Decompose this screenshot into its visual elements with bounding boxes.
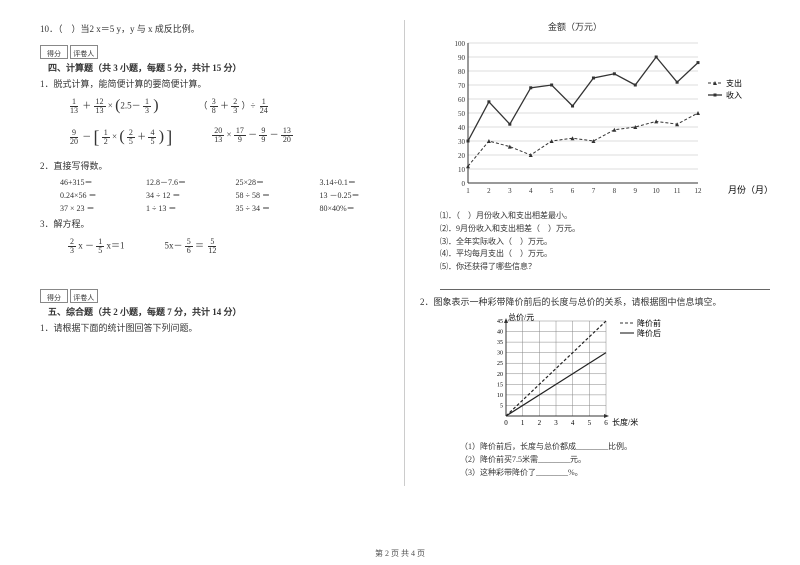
expr-b: （ 38 ＋ 23 ）÷ 124 <box>199 98 270 115</box>
svg-text:20: 20 <box>497 372 503 378</box>
svg-text:70: 70 <box>458 82 466 90</box>
svg-text:1: 1 <box>521 419 525 427</box>
svg-text:20: 20 <box>458 152 466 160</box>
svg-text:80: 80 <box>458 68 466 76</box>
svg-text:1: 1 <box>466 187 470 195</box>
q1-item: ⑶．全年实际收入（ ）万元。 <box>440 236 770 249</box>
calc-cell: 58 ÷ 58 ＝ <box>236 190 300 201</box>
svg-text:5: 5 <box>550 187 554 195</box>
svg-text:30: 30 <box>458 138 466 146</box>
svg-text:40: 40 <box>458 124 466 132</box>
q1-item: ⑷．平均每月支出（ ）万元。 <box>440 248 770 261</box>
calc-cell: 25×28＝ <box>236 177 300 188</box>
svg-text:50: 50 <box>458 110 466 118</box>
svg-text:降价后: 降价后 <box>637 328 661 338</box>
svg-text:月份（月）: 月份（月） <box>728 184 770 195</box>
q4-3-stem: 3．解方程。 <box>40 218 389 232</box>
q5-1-stem: 1．请根据下面的统计图回答下列问题。 <box>40 322 389 336</box>
calc-cell: 1 ÷ 13 ＝ <box>146 203 216 214</box>
svg-text:3: 3 <box>508 187 512 195</box>
q10: 10．（ ）当2 x＝5 y，y 与 x 成反比例。 <box>40 23 389 37</box>
q1-list: ⑴．（ ）月份收入和支出相差最小。 ⑵．9月份收入和支出相差（ ）万元。 ⑶．全… <box>440 210 770 290</box>
svg-text:2: 2 <box>487 187 491 195</box>
q4-2-stem: 2．直接写得数。 <box>40 160 389 174</box>
svg-text:3: 3 <box>554 419 558 427</box>
svg-text:8: 8 <box>613 187 617 195</box>
section5-title: 五、综合题（共 2 小题，每题 7 分，共计 14 分） <box>48 307 242 317</box>
svg-text:7: 7 <box>592 187 596 195</box>
section4-title: 四、计算题（共 3 小题，每题 5 分，共计 15 分） <box>48 63 242 73</box>
expr-row-1: 113 ＋ 1213 × (2.5－ 13 ) （ 38 ＋ 23 ）÷ 124 <box>68 98 389 115</box>
svg-text:9: 9 <box>634 187 638 195</box>
svg-text:长度/米: 长度/米 <box>612 417 638 427</box>
calc-cell: 80×40%＝ <box>319 203 389 214</box>
calc-cell: 0.24×56 ＝ <box>60 190 126 201</box>
left-column: 10．（ ）当2 x＝5 y，y 与 x 成反比例。 得分 评卷人 四、计算题（… <box>40 20 405 486</box>
line-chart: 0102030405060708090100123456789101112支出收… <box>440 37 770 204</box>
svg-text:25: 25 <box>497 362 503 368</box>
q1-item: ⑵．9月份收入和支出相差（ ）万元。 <box>440 223 770 236</box>
svg-text:15: 15 <box>497 383 503 389</box>
eq1: 23 x － 15 x＝1 <box>68 238 125 255</box>
calc-cell: 3.14÷0.1＝ <box>319 177 389 188</box>
svg-text:45: 45 <box>497 319 503 325</box>
q4-1-stem: 1．脱式计算，能简便计算的要简便计算。 <box>40 78 389 92</box>
expr-c: 920 － [ 12 × ( 25 ＋ 45 ) ] <box>68 127 172 148</box>
q2-item: （2）降价前买7.5米需________元。 <box>460 454 770 467</box>
calc-cell: 12.8－7.6＝ <box>146 177 216 188</box>
calc-cell: 46+315＝ <box>60 177 126 188</box>
q2-list: （1）降价前后，长度与总价都成________比例。 （2）降价前买7.5米需_… <box>460 441 770 479</box>
calc-cell: 35 ÷ 34 ＝ <box>236 203 300 214</box>
svg-text:降价前: 降价前 <box>637 318 661 328</box>
score-label: 得分 <box>40 293 68 303</box>
calc-cell: 34 ÷ 12 ＝ <box>146 190 216 201</box>
svg-text:支出: 支出 <box>726 78 742 88</box>
svg-text:0: 0 <box>504 419 508 427</box>
svg-text:总价/元: 总价/元 <box>508 313 534 322</box>
eq2: 5x－ 56 ＝ 512 <box>165 238 219 255</box>
svg-text:60: 60 <box>458 96 466 104</box>
page-footer: 第 2 页 共 4 页 <box>0 548 800 559</box>
calc-cell: 13 －0.25＝ <box>319 190 389 201</box>
svg-text:12: 12 <box>695 187 703 195</box>
svg-text:30: 30 <box>497 351 503 357</box>
expr-a: 113 ＋ 1213 × (2.5－ 13 ) <box>68 98 159 115</box>
chart1-title: 金额（万元） <box>380 20 770 33</box>
calc-grid: 46+315＝ 12.8－7.6＝ 25×28＝ 3.14÷0.1＝ 0.24×… <box>60 177 389 214</box>
q2-item: （1）降价前后，长度与总价都成________比例。 <box>460 441 770 454</box>
svg-text:5: 5 <box>500 404 503 410</box>
svg-text:5: 5 <box>588 419 592 427</box>
svg-text:100: 100 <box>455 40 466 48</box>
svg-text:4: 4 <box>529 187 533 195</box>
calc-cell: 37 × 23 ＝ <box>60 203 126 214</box>
score-label: 得分 <box>40 49 68 59</box>
reviewer-label: 评卷人 <box>70 293 98 303</box>
svg-text:6: 6 <box>604 419 608 427</box>
price-chart: 012345651015202530354045总价/元长度/米降价前降价后 <box>480 313 770 435</box>
expr-row-2: 920 － [ 12 × ( 25 ＋ 45 ) ] 2013 × 179 － … <box>68 127 389 148</box>
svg-text:10: 10 <box>497 393 503 399</box>
q1-item: ⑸．你还获得了哪些信息？ <box>440 261 770 274</box>
chart1-svg: 0102030405060708090100123456789101112支出收… <box>440 37 770 202</box>
svg-text:2: 2 <box>538 419 542 427</box>
svg-text:90: 90 <box>458 54 466 62</box>
svg-text:11: 11 <box>674 187 681 195</box>
svg-text:40: 40 <box>497 330 503 336</box>
right-column: 金额（万元） 010203040506070809010012345678910… <box>405 20 770 486</box>
svg-text:收入: 收入 <box>726 90 742 100</box>
eq-row: 23 x － 15 x＝1 5x－ 56 ＝ 512 <box>68 238 389 255</box>
reviewer-label: 评卷人 <box>70 49 98 59</box>
chart2-svg: 012345651015202530354045总价/元长度/米降价前降价后 <box>480 313 680 433</box>
svg-text:35: 35 <box>497 341 503 347</box>
svg-text:10: 10 <box>653 187 661 195</box>
q2-stem: 2．图象表示一种彩带降价前后的长度与总价的关系，请根据图中信息填空。 <box>420 296 770 310</box>
answer-line <box>440 280 770 290</box>
svg-text:10: 10 <box>458 166 466 174</box>
svg-text:4: 4 <box>571 419 575 427</box>
svg-text:0: 0 <box>462 180 466 188</box>
q1-item: ⑴．（ ）月份收入和支出相差最小。 <box>440 210 770 223</box>
q2-item: （3）这种彩带降价了________%。 <box>460 467 770 480</box>
expr-d: 2013 × 179 － 99 － 1320 <box>212 127 293 148</box>
svg-text:6: 6 <box>571 187 575 195</box>
